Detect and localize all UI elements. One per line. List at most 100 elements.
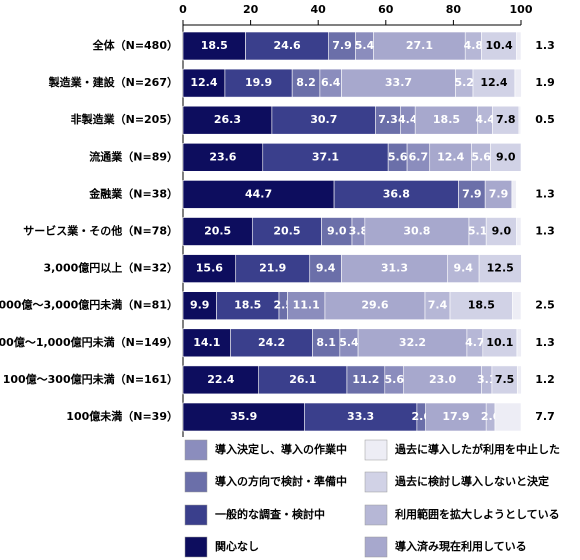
value-label: 1.3 <box>535 336 555 349</box>
value-label: 11.1 <box>293 299 320 312</box>
value-label: 3.1 <box>477 373 497 386</box>
bar-segment <box>516 217 522 246</box>
legend-swatch <box>184 536 208 558</box>
bar-segment <box>472 68 516 98</box>
value-label: 9.4 <box>316 262 336 275</box>
bar-segment <box>494 402 522 432</box>
bar-segment <box>258 365 348 395</box>
bar-segment <box>182 68 226 98</box>
bar-segment <box>375 105 401 135</box>
value-label: 7.9 <box>462 187 482 200</box>
legend-label: 過去に検討し導入しないと決定 <box>394 474 549 488</box>
value-label: 26.3 <box>214 113 241 126</box>
value-label: 26.1 <box>289 373 316 386</box>
bar-segment <box>514 68 522 98</box>
category-label: 3,000億円以上（N=32） <box>43 261 178 275</box>
bar-segment <box>182 217 253 246</box>
bar-segment <box>373 31 466 61</box>
value-label: 8.1 <box>316 336 336 349</box>
category-label: 100億未満（N=39） <box>66 409 178 423</box>
bar-segment <box>478 254 522 283</box>
category-label: 流通業（N=89） <box>89 149 178 163</box>
bar-segment <box>516 328 522 358</box>
bar-segment <box>182 402 305 432</box>
bar-segment <box>182 143 264 172</box>
bar-segment <box>516 31 522 61</box>
category-label: 100億～300億円未満（N=161） <box>3 372 178 386</box>
bar-segment <box>182 365 260 395</box>
bar-segment <box>321 217 353 246</box>
bar-segment <box>516 365 522 395</box>
value-label: 20.5 <box>273 225 300 238</box>
bar-segment <box>512 291 522 321</box>
category-label: 非製造業（N=205） <box>71 112 178 126</box>
bar-segment <box>341 68 456 98</box>
value-label: 17.9 <box>442 410 469 423</box>
value-label: 23.6 <box>209 150 236 163</box>
legend-swatch <box>364 536 388 558</box>
value-label: 7.8 <box>496 113 516 126</box>
legend-swatch <box>364 471 388 493</box>
legend-swatch <box>184 439 208 461</box>
bar-segment <box>182 105 273 135</box>
category-label: 製造業・建設（N=267） <box>48 75 178 89</box>
bar-segment <box>304 402 418 432</box>
value-label: 44.7 <box>245 187 272 200</box>
value-label: 24.2 <box>258 336 285 349</box>
bar-segment <box>429 143 472 172</box>
value-label: 9.0 <box>492 225 512 238</box>
value-label: 29.6 <box>361 299 388 312</box>
value-label: 8.2 <box>296 76 316 89</box>
bar-segment <box>309 254 342 283</box>
value-label: 5.2 <box>454 76 474 89</box>
bar-segment <box>357 328 468 358</box>
legend-label: 導入の方向で検討・準備中 <box>215 474 347 488</box>
bar-segment <box>251 217 322 246</box>
value-label: 19.9 <box>245 76 272 89</box>
bar-segment <box>518 105 521 135</box>
value-label: 7.9 <box>332 39 352 52</box>
value-label: 15.6 <box>196 262 223 275</box>
bar-segment <box>224 68 293 98</box>
x-tick-label: 60 <box>378 3 394 16</box>
bar-segment <box>182 31 246 61</box>
value-label: 24.6 <box>274 39 301 52</box>
value-label: 4.4 <box>398 113 418 126</box>
legend-label: 一般的な調査・検討中 <box>215 507 325 521</box>
value-label: 22.4 <box>207 373 234 386</box>
bar-segment <box>235 254 311 283</box>
value-label: 5.4 <box>339 336 359 349</box>
value-label: 7.5 <box>495 373 515 386</box>
value-label: 30.8 <box>403 225 430 238</box>
value-label: 4.7 <box>465 336 485 349</box>
x-tick-label: 40 <box>311 3 327 16</box>
category-label: 1,000億～3,000億円未満（N=81） <box>0 298 178 312</box>
value-label: 23.0 <box>429 373 456 386</box>
x-tick-label: 0 <box>179 3 187 16</box>
value-label: 5.4 <box>355 39 375 52</box>
value-label: 20.5 <box>204 225 231 238</box>
value-label: 7.7 <box>535 410 555 423</box>
category-label: 300億～1,000億円未満（N=149） <box>0 335 178 349</box>
bar-segment <box>490 143 522 172</box>
value-label: 33.7 <box>385 76 412 89</box>
value-label: 7.4 <box>428 299 448 312</box>
category-label: 全体（N=480） <box>92 38 178 52</box>
value-label: 9.9 <box>190 299 210 312</box>
legend-swatch <box>184 504 208 526</box>
legend-label: 利用範囲を拡大しようとしている <box>395 507 560 521</box>
x-tick-label: 80 <box>446 3 462 16</box>
bar-segment <box>346 365 386 395</box>
value-label: 12.4 <box>480 76 507 89</box>
value-label: 7.9 <box>489 187 509 200</box>
value-label: 1.3 <box>535 39 555 52</box>
value-label: 1.3 <box>535 187 555 200</box>
value-label: 9.4 <box>453 262 473 275</box>
value-label: 5.6 <box>385 373 405 386</box>
value-label: 10.1 <box>486 336 513 349</box>
value-label: 12.4 <box>190 76 217 89</box>
legend-swatch <box>184 471 208 493</box>
value-label: 6.7 <box>409 150 429 163</box>
bar-segment <box>182 291 217 321</box>
value-label: 2.5 <box>535 299 555 312</box>
